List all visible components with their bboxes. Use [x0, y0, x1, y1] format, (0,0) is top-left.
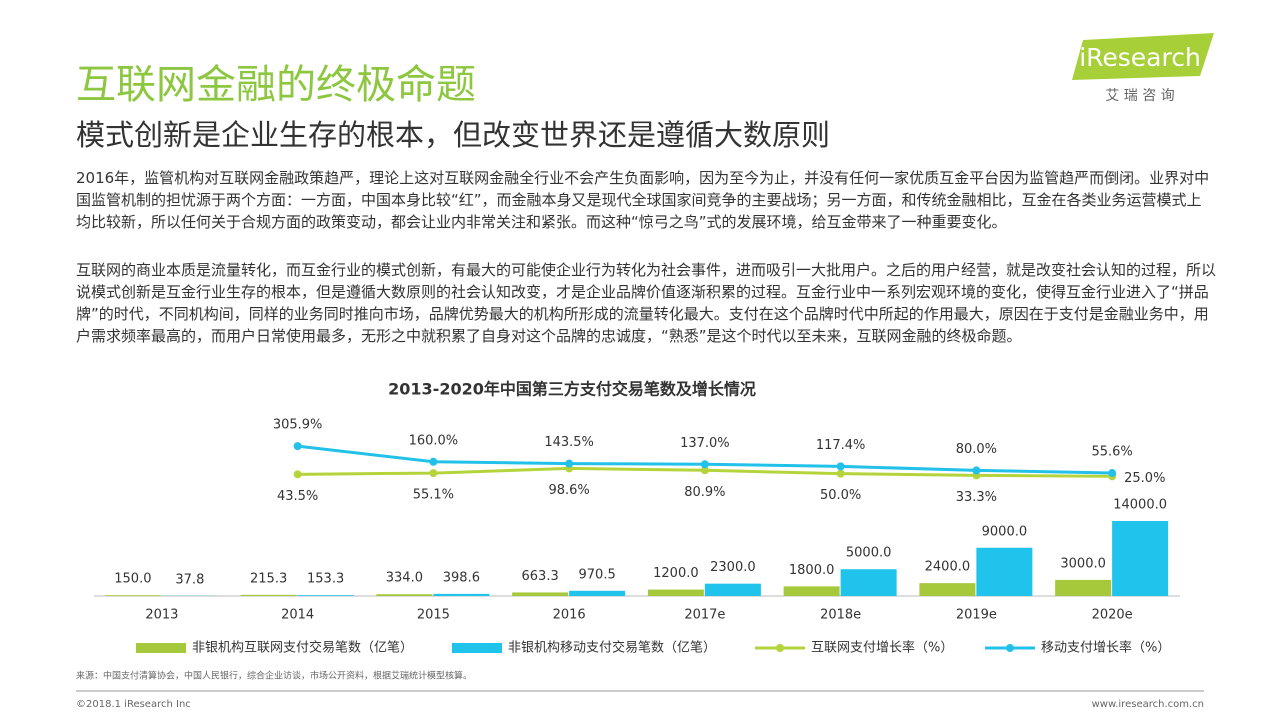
logo-sub: 艾 瑞 咨 询	[1105, 88, 1174, 104]
legend-label: 互联网支付增长率（%）	[811, 640, 953, 656]
bar-value-label: 3000.0	[1060, 556, 1106, 571]
bar-value-label: 1200.0	[653, 566, 699, 581]
x-tick-label: 2014	[281, 608, 314, 623]
x-tick-label: 2019e	[956, 608, 997, 623]
line-point	[972, 466, 981, 475]
bar	[704, 583, 761, 596]
legend-swatch	[452, 643, 502, 653]
line-value-label: 80.9%	[684, 485, 725, 500]
line-value-label: 43.5%	[277, 489, 318, 504]
bar	[840, 569, 897, 596]
line-value-label: 25.0%	[1124, 471, 1165, 486]
x-tick-label: 2015	[417, 608, 450, 623]
bar	[433, 593, 490, 596]
x-tick-label: 2018e	[820, 608, 861, 623]
logo-shape	[1072, 33, 1214, 80]
bar	[104, 595, 161, 596]
bar	[376, 594, 433, 596]
bar-value-label: 398.6	[443, 570, 480, 585]
x-tick-label: 2013	[145, 608, 178, 623]
chart-title: 2013-2020年中国第三方支付交易笔数及增长情况	[388, 380, 756, 399]
bar	[1112, 521, 1169, 596]
line-value-label: 50.0%	[820, 488, 861, 503]
paragraph: 2016年，监管机构对互联网金融政策趋严，理论上这对互联网金融全行业不会产生负面…	[76, 169, 1210, 231]
bar-value-label: 663.3	[522, 569, 559, 584]
line-value-label: 55.6%	[1091, 445, 1132, 460]
line-point	[429, 457, 438, 466]
line-point	[293, 442, 302, 451]
bar-value-label: 2300.0	[710, 560, 756, 575]
bar-value-label: 1800.0	[789, 563, 835, 578]
line-point	[293, 470, 302, 479]
bar	[919, 583, 976, 596]
line-value-label: 117.4%	[816, 438, 866, 453]
legend-swatch	[136, 643, 186, 653]
bar-value-label: 970.5	[579, 567, 616, 582]
bar	[297, 595, 354, 596]
line-point	[836, 462, 845, 471]
url: www.iresearch.com.cn	[1092, 699, 1204, 710]
line-value-label: 33.3%	[956, 490, 997, 505]
legend-label: 非银机构移动支付交易笔数（亿笔）	[508, 640, 716, 656]
paragraph: 互联网的商业本质是流量转化，而互金行业的模式创新，有最大的可能使企业行为转化为社…	[76, 261, 1217, 345]
source: 来源：中国支付清算协会，中国人民银行，综合企业访谈，市场公开资料，根据艾瑞统计模…	[76, 670, 472, 682]
copyright: ©2018.1 iResearch Inc	[76, 699, 191, 710]
bar	[569, 590, 626, 596]
bar	[783, 586, 840, 596]
line-value-label: 98.6%	[548, 483, 589, 498]
line-point	[700, 460, 709, 469]
legend-swatch	[1006, 644, 1014, 652]
bar-value-label: 2400.0	[925, 560, 971, 575]
slide-title: 互联网金融的终极命题	[76, 62, 476, 108]
line-value-label: 160.0%	[409, 433, 459, 448]
x-tick-label: 2020e	[1092, 608, 1133, 623]
line-value-label: 143.5%	[544, 435, 594, 450]
bar-value-label: 9000.0	[982, 524, 1028, 539]
bar-value-label: 150.0	[114, 572, 151, 587]
bar-value-label: 5000.0	[846, 546, 892, 561]
line-value-label: 305.9%	[273, 418, 323, 433]
line-point	[836, 469, 845, 478]
x-tick-label: 2017e	[684, 608, 725, 623]
legend-swatch	[776, 644, 784, 652]
bar-value-label: 153.3	[307, 572, 344, 587]
bar	[240, 594, 297, 596]
line-point	[1108, 469, 1117, 478]
bar-value-label: 37.8	[175, 572, 204, 587]
bar	[1055, 579, 1112, 596]
line-point	[700, 466, 709, 475]
bar-value-label: 334.0	[386, 571, 423, 586]
bar	[647, 589, 704, 596]
bar	[512, 592, 569, 596]
line-point	[565, 459, 574, 468]
legend-label: 非银机构互联网支付交易笔数（亿笔）	[192, 640, 413, 656]
line-value-label: 137.0%	[680, 436, 730, 451]
bar	[976, 547, 1033, 596]
bar-value-label: 14000.0	[1113, 498, 1167, 513]
legend-label: 移动支付增长率（%）	[1041, 640, 1170, 656]
line-point	[429, 469, 438, 478]
logo: iResearch	[1079, 43, 1201, 72]
x-tick-label: 2016	[553, 608, 586, 623]
line-value-label: 55.1%	[413, 488, 454, 503]
slide-subtitle: 模式创新是企业生存的根本，但改变世界还是遵循大数原则	[76, 118, 831, 152]
line-value-label: 80.0%	[956, 442, 997, 457]
bar-value-label: 215.3	[250, 571, 287, 586]
